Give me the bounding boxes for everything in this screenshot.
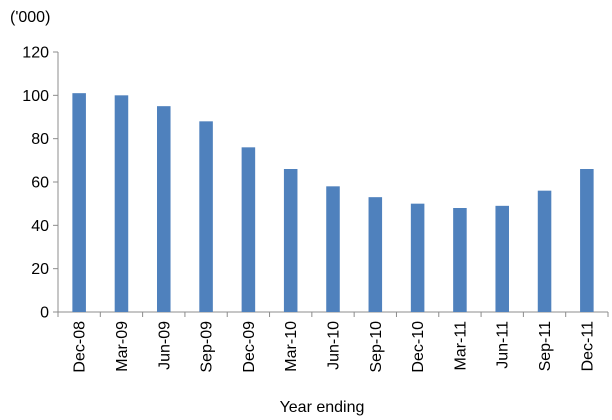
bar-sep-09 [199, 121, 213, 312]
bar-dec-11 [580, 169, 594, 312]
bar-jun-11 [495, 205, 509, 312]
y-tick-label: 0 [40, 305, 49, 322]
y-unit-label: ('000) [10, 9, 50, 26]
x-tick-label: Jun-09 [156, 321, 173, 370]
bar-mar-09 [114, 95, 129, 312]
bar-sep-10 [368, 197, 383, 312]
x-tick-label: Dec-10 [410, 321, 427, 373]
bar-sep-11 [537, 190, 552, 312]
x-tick-label: Sep-09 [199, 321, 216, 373]
x-tick-label: Dec-11 [579, 321, 596, 371]
bar-jun-10 [326, 186, 340, 312]
bar-dec-08 [72, 93, 86, 312]
bar-jun-09 [157, 106, 171, 312]
x-tick-label: Dec-08 [72, 321, 89, 373]
x-tick-label: Mar-09 [114, 321, 131, 372]
x-tick-label: Jun-11 [495, 321, 512, 369]
y-tick-label: 80 [31, 131, 49, 148]
y-tick-label: 120 [22, 45, 49, 62]
y-tick-label: 100 [22, 88, 49, 105]
x-tick-label: Dec-09 [241, 321, 258, 373]
y-tick-label: 60 [31, 175, 49, 192]
x-tick-label: Mar-10 [283, 321, 300, 372]
x-tick-label: Jun-10 [326, 321, 343, 370]
x-tick-label: Mar-11 [452, 321, 469, 371]
x-axis [57, 311, 609, 317]
bar-dec-09 [241, 147, 256, 312]
x-tick-labels: Dec-08 Mar-09 Jun-09 Sep-09 Dec-09 Mar-10 Jun-… [72, 321, 597, 373]
y-tick-label: 40 [31, 218, 49, 235]
x-axis-title: Year ending [280, 399, 365, 416]
x-tick-label: Sep-11 [537, 321, 554, 372]
bar-mar-11 [453, 208, 467, 312]
bars [72, 93, 594, 312]
y-axis: 0 20 40 60 80 100 120 [22, 45, 59, 322]
bar-dec-10 [410, 203, 425, 312]
y-tick-label: 20 [31, 261, 49, 278]
bar-mar-10 [283, 169, 298, 312]
x-tick-label: Sep-10 [368, 321, 385, 373]
